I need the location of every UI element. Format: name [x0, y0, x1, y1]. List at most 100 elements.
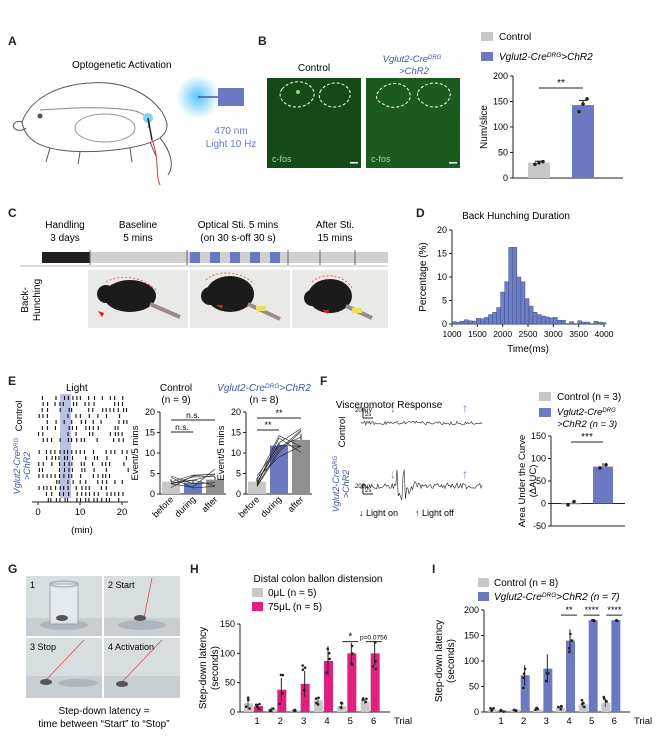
wavelength-label: 470 nm — [214, 126, 247, 137]
scale-v-top: 200μV — [355, 408, 372, 414]
legend-chr2-swatch — [481, 52, 493, 61]
i-xtick-1: 2 — [521, 716, 526, 727]
h-bar-1-2 — [300, 683, 310, 712]
i-pt-1-1-2 — [523, 667, 527, 671]
i-pt-1-1-1 — [522, 672, 526, 675]
scale-t-bottom: 2s — [365, 488, 371, 494]
i-pt-0-0-3 — [490, 708, 494, 712]
h-pt-1-3-1 — [326, 647, 330, 651]
light-pulse-2 — [230, 252, 240, 263]
light-pulse-1 — [210, 252, 220, 263]
d-bin-21 — [536, 314, 542, 325]
h-pt-0-4-3 — [340, 702, 344, 705]
stain-label-chr2: c-fos — [371, 154, 391, 164]
e1-subject-0 — [170, 468, 216, 488]
d-bin-18 — [524, 298, 530, 325]
image-chr2-title: Vglut2-CreDRG — [383, 54, 442, 65]
i-xlabel: Trial — [634, 716, 652, 727]
d-bin-8 — [484, 317, 489, 325]
h-legend-1: 75μL (n = 5) — [268, 602, 322, 613]
d-ytick-label-1: 5 — [442, 296, 447, 306]
e2-ytick-label-4: 20 — [231, 407, 241, 417]
stage-title-1: Baseline — [119, 220, 158, 231]
e-control-title: Control — [160, 383, 192, 394]
e2-ytick-label-3: 15 — [231, 428, 241, 438]
step-3-label: 3 Stop — [30, 642, 56, 652]
vmr-scale-bottom: 200μV 2s — [355, 484, 373, 495]
mouse-drawing — [13, 82, 172, 176]
h-bar-1-4 — [347, 653, 357, 712]
panel-label-i: I — [432, 562, 436, 576]
e1-ytick-label-1: 5 — [150, 469, 155, 479]
i-pt-0-4-3 — [580, 702, 584, 706]
raster-xtick-label-2: 20 — [117, 507, 128, 518]
vmr-row-control: Control — [337, 417, 348, 448]
d-bin-11 — [496, 307, 501, 325]
f-legend-control-swatch — [539, 392, 551, 401]
i-pt-0-5-3 — [605, 700, 608, 703]
i-bar-1-3 — [566, 640, 575, 712]
i-bar-1-5 — [611, 620, 621, 712]
red-wire — [151, 139, 161, 186]
light-off-label: ↑ Light off — [415, 508, 454, 518]
panel-b-bar-chart: Control Vglut2-CreDRG>ChR2 0 50 100 150 200 N… — [479, 32, 623, 183]
b-point-0-1 — [537, 160, 541, 165]
i-pt-1-4-3 — [592, 619, 595, 623]
d-bin-35 — [593, 320, 599, 325]
d-bin-2 — [459, 320, 465, 325]
e2-subject-5 — [256, 436, 302, 483]
e2-bar-1 — [270, 445, 288, 494]
h-pt-1-2-2 — [302, 688, 306, 692]
b-point-0-2 — [541, 159, 545, 164]
h-bar-1-3 — [324, 660, 333, 712]
f-bar-0 — [561, 503, 581, 505]
e2-ylabel: Event/5 mins — [216, 425, 227, 480]
stage-sub-3: 15 mins — [317, 233, 352, 244]
f-point-0-b — [572, 499, 576, 504]
e1-subject-6 — [170, 476, 216, 489]
image-control-title: Control — [298, 63, 330, 74]
i-legend-control-swatch — [478, 578, 489, 587]
d-bin-19 — [528, 305, 534, 325]
arrow-off-bottom: ↑ — [462, 467, 468, 481]
i-pt-1-1-3 — [522, 686, 525, 690]
f-point-1-a — [598, 466, 602, 470]
h-legend-1-swatch — [252, 602, 263, 611]
d-bin-0 — [451, 321, 457, 325]
hist-title: Back Hunching Duration — [462, 211, 570, 222]
e1-subject-5 — [170, 473, 216, 488]
photo-after — [292, 270, 388, 328]
h-xtick-1: 2 — [278, 716, 283, 727]
scale-v-bottom: 200μV — [355, 484, 372, 490]
stage-sub-1: 5 mins — [123, 233, 152, 244]
h-pt-0-5-1 — [361, 698, 364, 702]
arrow-on-bottom: ↓ — [390, 467, 396, 481]
i-pt-0-1-1 — [512, 708, 516, 712]
d-bin-23 — [544, 316, 550, 325]
d-bin-29 — [569, 321, 574, 325]
e2-bar-0 — [248, 481, 266, 494]
legend-chr2-label: Vglut2-CreDRG>ChR2 — [499, 52, 593, 63]
i-pt-0-2-3 — [535, 706, 538, 710]
d-bin-37 — [601, 322, 607, 325]
h-xtick-0: 1 — [254, 716, 259, 727]
f-point-0-a — [566, 503, 570, 507]
f-ytick-label-0: -50 — [533, 521, 546, 531]
d-bin-16 — [516, 276, 522, 325]
i-ylabel: Step-down latency — [434, 620, 445, 702]
fiber-cable — [147, 117, 153, 141]
stage-title-0: Handling — [45, 220, 84, 231]
d-bin-24 — [549, 317, 554, 325]
d-bin-31 — [577, 320, 582, 325]
light-pulse-3 — [250, 252, 260, 263]
f-legend-chr2: Vglut2-CreDRG — [557, 407, 616, 418]
i-ytick-label-2: 100 — [464, 656, 479, 666]
h-p-6: p=0.0756 — [360, 635, 388, 642]
panel-label-g: G — [8, 562, 18, 576]
e2-subject-6 — [256, 437, 302, 485]
e2-sig-2: ** — [264, 420, 272, 430]
d-bin-13 — [504, 281, 509, 325]
e2-subject-2 — [256, 429, 302, 486]
i-pt-1-3-1 — [570, 639, 574, 642]
f-ylabel-2: (ΔAUC) — [528, 465, 539, 498]
